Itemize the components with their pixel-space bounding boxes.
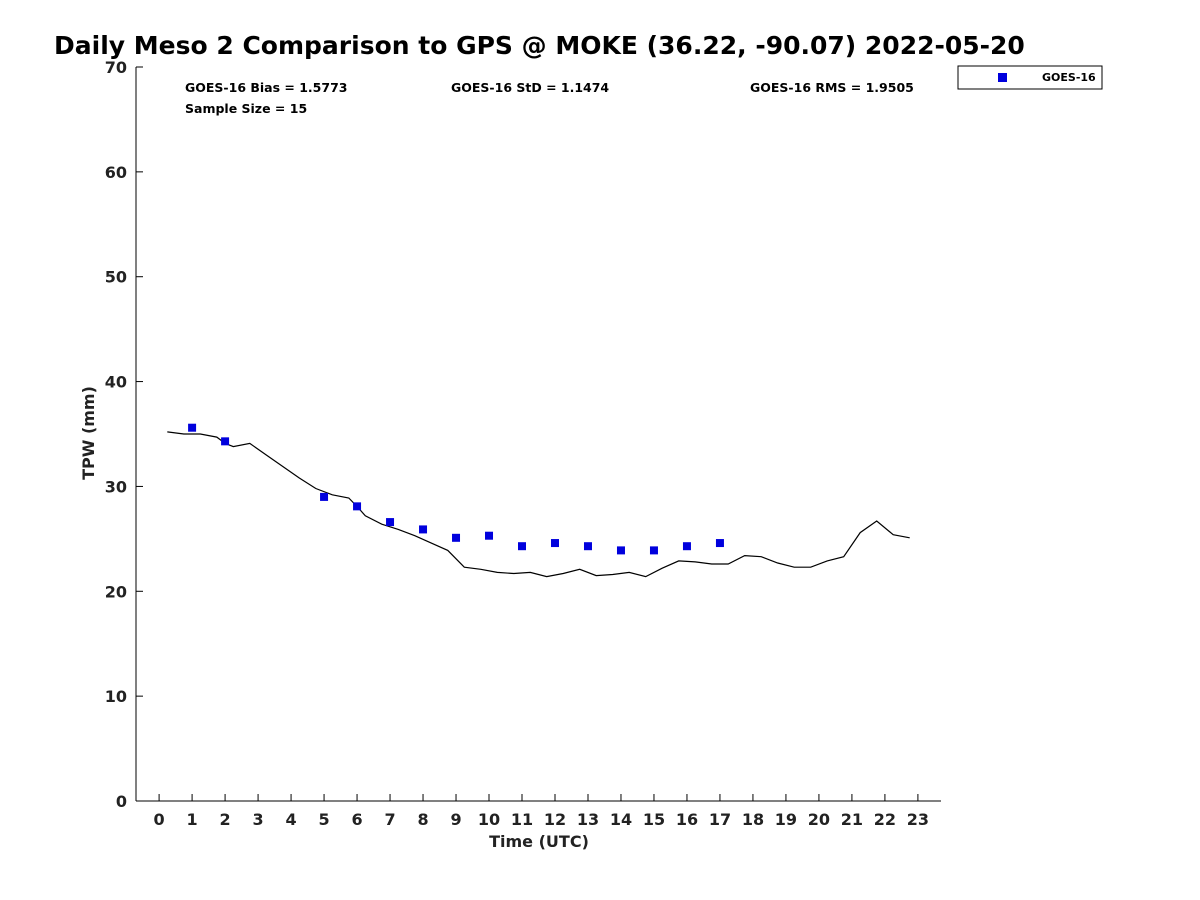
x-tick-label: 20	[808, 810, 830, 829]
x-tick-label: 0	[154, 810, 165, 829]
x-tick-label: 9	[450, 810, 461, 829]
legend-label-goes16: GOES-16	[1042, 71, 1096, 84]
goes16-point	[616, 546, 625, 555]
y-tick-label: 50	[105, 268, 127, 287]
x-tick-label: 3	[252, 810, 263, 829]
x-tick-label: 10	[478, 810, 500, 829]
std-stat: GOES-16 StD = 1.1474	[451, 80, 609, 95]
sample-size-stat: Sample Size = 15	[185, 101, 307, 116]
goes16-point	[320, 492, 329, 501]
x-tick-label: 8	[417, 810, 428, 829]
x-tick-label: 7	[384, 810, 395, 829]
x-tick-label: 1	[187, 810, 198, 829]
legend-box	[957, 65, 1103, 90]
goes16-point	[682, 542, 691, 551]
bias-stat: GOES-16 Bias = 1.5773	[185, 80, 347, 95]
legend-marker-goes16	[998, 73, 1007, 82]
goes16-point	[550, 539, 559, 548]
y-tick-label: 10	[105, 687, 127, 706]
goes16-point	[583, 542, 592, 551]
x-tick-label: 17	[709, 810, 731, 829]
x-tick-label: 23	[907, 810, 929, 829]
gps-tpw-line	[167, 431, 910, 578]
legend: GOES-16	[957, 65, 1103, 90]
goes16-point	[419, 525, 428, 534]
y-tick-label: 60	[105, 163, 127, 182]
goes16-point	[221, 437, 230, 446]
x-tick-label: 21	[841, 810, 863, 829]
goes16-point	[485, 531, 494, 540]
y-tick-label: 0	[116, 792, 127, 811]
y-axis-ticks: 0 10 20 30 40 50 60 70	[105, 58, 143, 811]
x-tick-label: 16	[676, 810, 698, 829]
goes16-point	[188, 423, 197, 432]
x-axis-ticks: 0 1 2 3 4 5 6 7 8 9 10 11 12 13 14 15 16 17 18 19 20 21 22 23	[154, 794, 929, 829]
goes16-point	[715, 539, 724, 548]
x-tick-label: 12	[544, 810, 566, 829]
x-tick-label: 11	[511, 810, 533, 829]
rms-stat: GOES-16 RMS = 1.9505	[750, 80, 914, 95]
x-tick-label: 2	[220, 810, 231, 829]
y-tick-label: 40	[105, 373, 127, 392]
goes16-point	[353, 502, 362, 511]
goes16-point	[649, 546, 658, 555]
y-tick-label: 20	[105, 582, 127, 601]
x-tick-label: 15	[643, 810, 665, 829]
goes16-point	[386, 518, 395, 527]
y-tick-label: 30	[105, 477, 127, 496]
y-tick-label: 70	[105, 58, 127, 77]
goes16-point	[518, 542, 527, 551]
series-layer	[167, 423, 910, 578]
x-tick-label: 13	[577, 810, 599, 829]
y-axis-label: TPW (mm)	[79, 386, 98, 480]
x-tick-label: 5	[318, 810, 329, 829]
goes16-point	[452, 533, 461, 542]
x-tick-label: 14	[610, 810, 632, 829]
x-axis-label: Time (UTC)	[489, 832, 589, 851]
x-tick-label: 18	[742, 810, 764, 829]
x-tick-label: 22	[874, 810, 896, 829]
chart-title: Daily Meso 2 Comparison to GPS @ MOKE (3…	[54, 31, 1025, 60]
x-tick-label: 6	[351, 810, 362, 829]
x-tick-label: 19	[775, 810, 797, 829]
plot-frame	[135, 67, 941, 802]
x-tick-label: 4	[285, 810, 296, 829]
